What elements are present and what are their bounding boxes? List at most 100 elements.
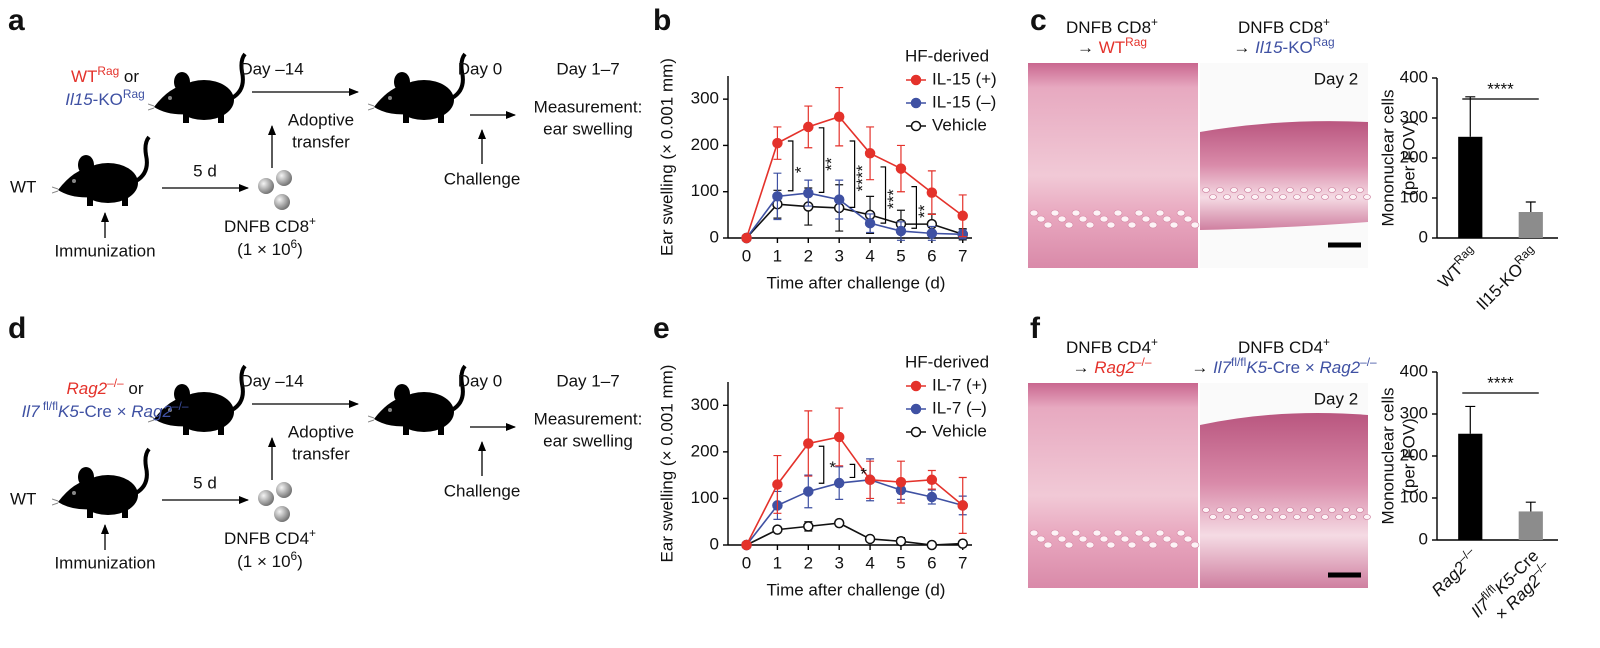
significance-bracket [849,463,856,479]
histology-title: DNFB CD4+ [1066,335,1158,357]
fat-cell [1064,221,1074,229]
panel-label: f [1030,312,1041,345]
data-point [926,228,938,239]
cells-label: DNFB CD4+ [224,526,316,548]
fat-cell [1314,507,1322,513]
histology-title: → WTRag [1077,35,1147,57]
text-run: Rag2 [66,379,107,398]
y-tick-label: 300 [691,89,719,108]
data-point [864,474,876,486]
fat-cell [1356,187,1364,193]
interval-label: 5 d [193,161,217,180]
error-bar [1525,501,1536,512]
x-tick-label: 4 [865,246,874,265]
fat-cell [1057,215,1067,223]
significance-bracket [818,445,825,484]
data-point [803,486,814,497]
legend-label: IL-15 (–) [932,92,996,111]
mouse-icon [368,364,467,437]
fat-cell [1155,209,1165,217]
text-run: or [124,379,144,398]
x-tick-label: Il15-KORag [1471,242,1543,314]
panel-label: c [1030,4,1047,37]
data-point [957,210,968,222]
fat-cell [1342,187,1350,193]
cell-icon [258,178,274,194]
text-run: –/– [1360,355,1377,369]
histology-image [1028,383,1198,588]
fat-cell [1202,187,1210,193]
x-tick-label: 6 [927,553,936,572]
fat-cell [1216,507,1224,513]
fat-cell [1237,514,1245,520]
histology-title: DNFB CD8+ [1066,15,1158,37]
data-point [772,524,783,535]
tissue [1200,121,1368,230]
fat-cell [1244,507,1252,513]
x-tick-label: 0 [742,246,751,265]
x-tick-label: 4 [865,553,874,572]
mouse-icon [52,447,151,520]
y-tick-label: 300 [691,395,719,414]
fat-cell [1258,507,1266,513]
histology-image [1028,63,1198,268]
legend-marker [910,380,922,392]
fat-cell [1230,507,1238,513]
y-tick-label: 200 [1400,147,1428,166]
fat-cell [1085,541,1095,549]
tissue [1200,412,1368,588]
step-label: ear swelling [543,431,633,450]
fat-cell [1183,215,1193,223]
panel-label: d [8,312,26,345]
step-label: Challenge [444,481,521,500]
y-tick-label: 300 [1400,403,1428,422]
fat-cell [1106,221,1116,229]
step-label: Measurement: [534,409,643,428]
fat-cell [1085,221,1095,229]
data-point [772,479,783,490]
significance-bracket [880,166,887,224]
text-run: DNFB CD8 [1066,18,1151,37]
fat-cell [1237,194,1245,200]
dose-label: (1 × 106) [237,549,303,571]
text-run: + [1151,335,1158,349]
significance-bracket [818,127,825,193]
fat-cell [1036,535,1046,543]
data-point [864,533,876,545]
strain-label: Il7 fl/flK5-Cre × Rag2–/– [22,399,189,421]
fat-cell [1363,194,1371,200]
data-point [926,474,938,486]
panel-label: b [653,4,671,37]
x-tick-label: 1 [773,553,782,572]
bar [1458,433,1483,540]
x-tick-label: 0 [742,553,751,572]
fat-cell [1050,529,1060,537]
fat-cell [1279,194,1287,200]
histology-title: DNFB CD8+ [1238,15,1330,37]
text-run: → [1077,38,1099,57]
y-tick-label: 0 [710,534,719,553]
text-run: Rag [1313,35,1335,49]
fat-cell [1223,194,1231,200]
text-run: -Cre × [1267,358,1319,377]
text-run: Rag [1125,35,1147,49]
fat-cell [1258,187,1266,193]
day-label: Day –14 [240,371,303,390]
data-point [895,225,907,237]
significance-label: *** [884,189,903,209]
histology-title: → Rag2–/– [1073,355,1152,377]
significance-bracket [787,140,794,192]
day-label: Day –14 [240,59,303,78]
fat-cell [1335,194,1343,200]
data-point [895,163,907,174]
text-run: –/– [107,376,124,390]
step-label: transfer [292,132,350,151]
text-run: –/– [172,399,189,413]
x-tick-label: 1 [773,246,782,265]
fat-cell [1321,194,1329,200]
fat-cell [1113,529,1123,537]
x-tick-label: 5 [896,553,905,572]
fat-cell [1176,529,1186,537]
